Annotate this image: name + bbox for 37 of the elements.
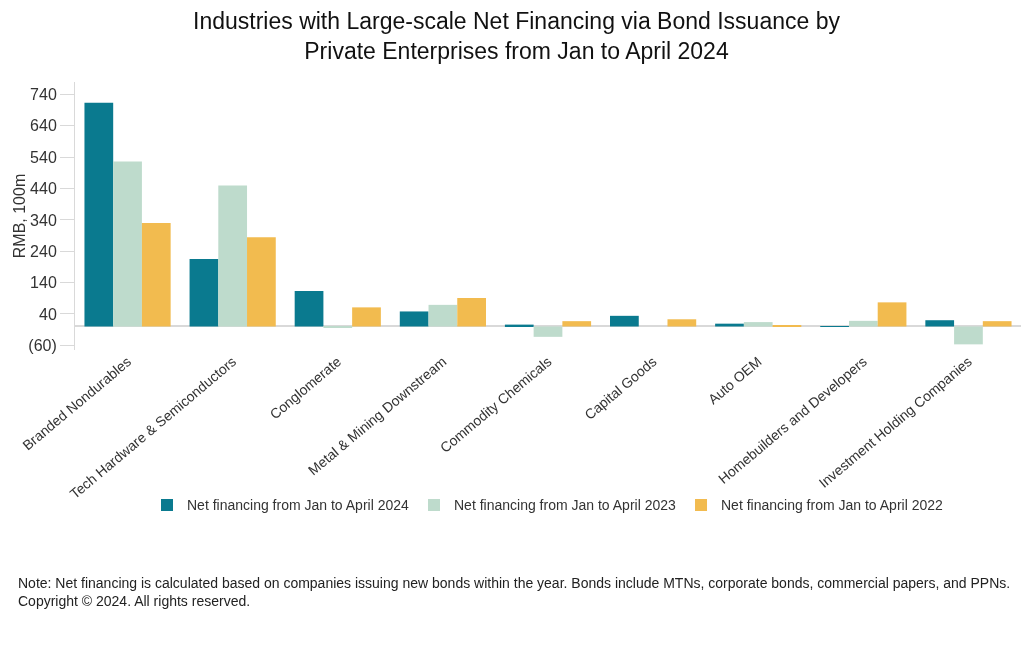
bar [610, 315, 639, 327]
bar [189, 259, 219, 327]
bar [848, 320, 878, 327]
bar [562, 321, 592, 327]
bar [533, 326, 563, 337]
bar [247, 237, 276, 327]
bar [294, 291, 324, 327]
legend-label: Net financing from Jan to April 2024 [187, 497, 410, 514]
bar [457, 297, 486, 327]
chart-title: Industries with Large-scale Net Financing via Bond Issuance by Private Enterprises from Jan to April 2024 [193, 7, 841, 64]
y-axis-title: RMB, 100m [11, 173, 29, 259]
bar [141, 223, 171, 327]
y-tick-label: 540 [30, 148, 57, 166]
y-tick-label: 440 [30, 180, 57, 198]
bar [667, 319, 697, 327]
bar [982, 321, 1012, 327]
bar [352, 307, 381, 327]
y-tick-label: 240 [30, 242, 57, 260]
legend-label: Net financing from Jan to April 2023 [454, 497, 677, 514]
y-tick-label: 740 [30, 86, 57, 104]
bar [84, 102, 114, 327]
bar [954, 326, 983, 345]
bar [399, 311, 429, 327]
y-tick-label: 640 [30, 117, 57, 135]
bar [743, 322, 773, 327]
bar [218, 185, 248, 327]
bar [113, 161, 142, 327]
bar [428, 304, 458, 327]
bar [925, 320, 955, 327]
bar [877, 302, 907, 327]
y-tick-label: 40 [39, 305, 57, 323]
text: Copyright © 2024. All rights reserved. [18, 592, 252, 610]
text: Note: Net financing is calculated based on companies issuing new bonds within the year. Bonds include MTNs, corporate bonds, commercial papers, and PPNs. [18, 574, 1012, 592]
y-tick-label: 340 [30, 211, 57, 229]
y-tick-label: (60) [28, 336, 57, 354]
legend-label: Net financing from Jan to April 2022 [721, 497, 944, 514]
y-tick-label: 140 [30, 274, 57, 292]
